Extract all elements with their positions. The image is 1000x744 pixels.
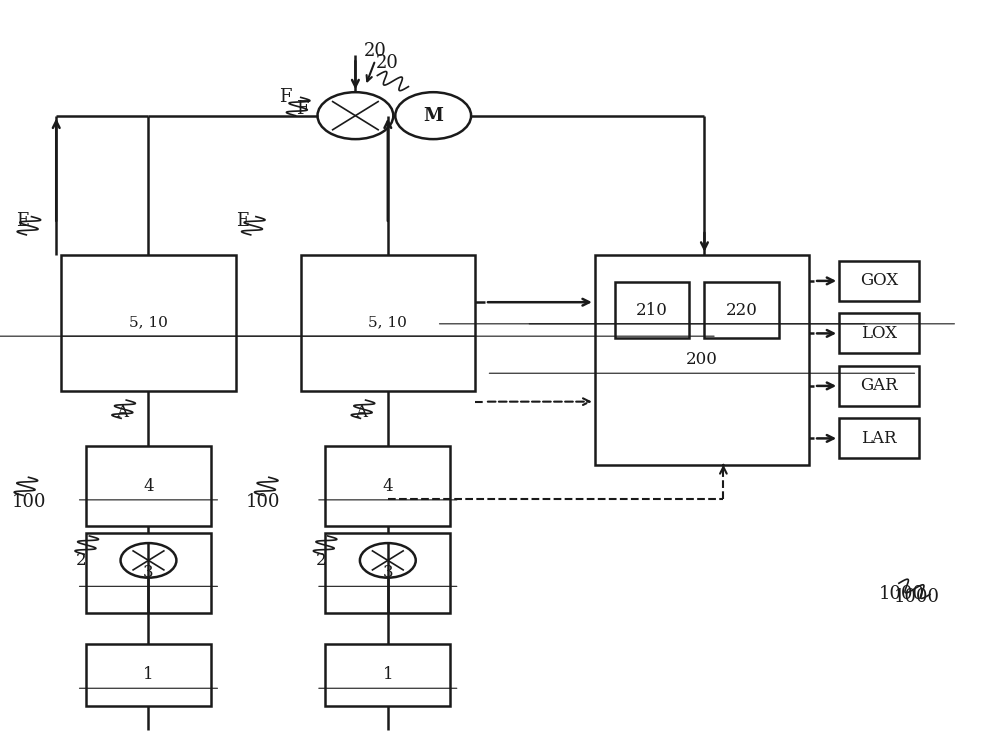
FancyBboxPatch shape bbox=[615, 283, 689, 338]
Text: 1: 1 bbox=[382, 666, 393, 683]
FancyBboxPatch shape bbox=[86, 644, 211, 705]
Text: 100: 100 bbox=[11, 493, 46, 510]
Text: 200: 200 bbox=[686, 351, 718, 368]
Text: 20: 20 bbox=[375, 54, 398, 72]
Text: 220: 220 bbox=[726, 302, 758, 318]
Text: LOX: LOX bbox=[861, 325, 897, 342]
Text: 2: 2 bbox=[76, 552, 87, 569]
Text: E: E bbox=[16, 211, 29, 230]
Text: A: A bbox=[355, 404, 367, 420]
FancyBboxPatch shape bbox=[325, 533, 450, 613]
FancyBboxPatch shape bbox=[839, 261, 919, 301]
FancyBboxPatch shape bbox=[839, 313, 919, 353]
Text: F: F bbox=[279, 88, 292, 106]
FancyBboxPatch shape bbox=[839, 418, 919, 458]
Text: M: M bbox=[423, 106, 443, 125]
FancyBboxPatch shape bbox=[839, 366, 919, 406]
Text: 100: 100 bbox=[246, 493, 280, 510]
FancyBboxPatch shape bbox=[86, 533, 211, 613]
Text: 1000: 1000 bbox=[879, 586, 925, 603]
Text: LAR: LAR bbox=[861, 430, 897, 447]
Text: 2: 2 bbox=[316, 552, 326, 569]
Text: 20: 20 bbox=[364, 42, 387, 60]
Text: F: F bbox=[296, 100, 308, 118]
FancyBboxPatch shape bbox=[86, 446, 211, 527]
Text: 3: 3 bbox=[143, 564, 154, 581]
Text: GOX: GOX bbox=[860, 272, 898, 289]
Text: E: E bbox=[236, 211, 249, 230]
FancyBboxPatch shape bbox=[61, 254, 236, 391]
Text: 4: 4 bbox=[143, 478, 154, 495]
Text: 1000: 1000 bbox=[894, 589, 940, 606]
Text: GAR: GAR bbox=[860, 377, 898, 394]
FancyBboxPatch shape bbox=[301, 254, 475, 391]
Text: 5, 10: 5, 10 bbox=[129, 315, 168, 330]
FancyBboxPatch shape bbox=[325, 446, 450, 527]
Text: 210: 210 bbox=[636, 302, 668, 318]
FancyBboxPatch shape bbox=[704, 283, 779, 338]
Text: 4: 4 bbox=[382, 478, 393, 495]
Text: 1: 1 bbox=[143, 666, 154, 683]
Text: A: A bbox=[116, 404, 128, 420]
Text: 5, 10: 5, 10 bbox=[368, 315, 407, 330]
FancyBboxPatch shape bbox=[325, 644, 450, 705]
Text: 3: 3 bbox=[382, 564, 393, 581]
FancyBboxPatch shape bbox=[595, 254, 809, 465]
